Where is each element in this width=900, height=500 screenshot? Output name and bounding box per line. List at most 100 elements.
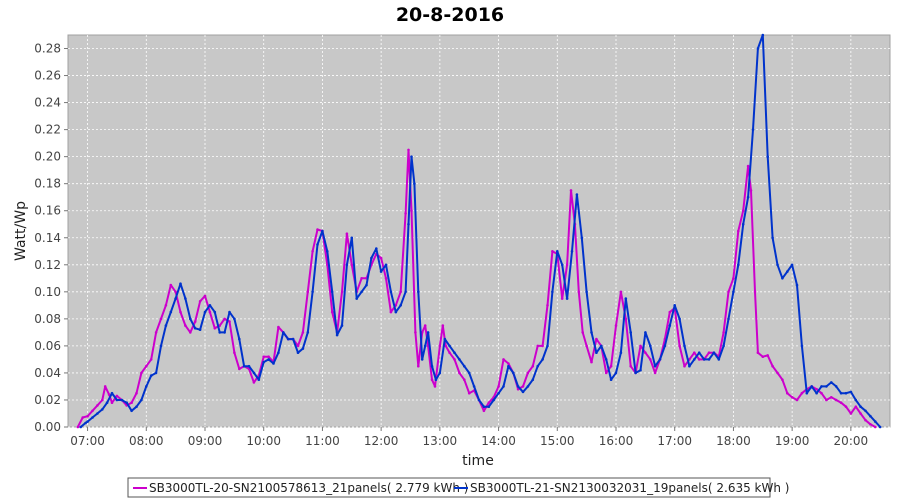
data-point-series-2 [252, 371, 256, 375]
data-point-series-2 [110, 391, 114, 395]
data-point-series-2 [732, 290, 735, 294]
data-point-series-1 [159, 317, 163, 321]
data-point-series-2 [140, 398, 143, 402]
x-tick-label: 09:00 [188, 434, 223, 448]
data-point-series-2 [413, 182, 416, 185]
data-point-series-2 [233, 317, 236, 321]
data-point-series-2 [521, 390, 525, 394]
data-point-series-2 [795, 283, 799, 287]
data-point-series-2 [291, 337, 295, 341]
data-point-series-2 [609, 378, 613, 382]
y-tick-label: 0.00 [34, 420, 61, 434]
x-tick-label: 15:00 [540, 434, 575, 448]
y-tick-label: 0.04 [34, 366, 61, 380]
data-point-series-2 [257, 378, 261, 382]
data-point-series-2 [208, 304, 212, 307]
data-point-series-1 [169, 283, 173, 287]
data-point-series-1 [444, 344, 448, 348]
y-tick-label: 0.12 [34, 258, 61, 272]
data-point-series-1 [497, 385, 500, 388]
data-point-series-2 [639, 368, 642, 372]
y-tick-label: 0.22 [34, 123, 61, 137]
y-tick-label: 0.28 [34, 42, 61, 56]
data-point-series-2 [536, 364, 539, 368]
data-point-series-1 [203, 294, 207, 298]
data-point-series-2 [379, 270, 383, 273]
x-tick-label: 20:00 [834, 434, 869, 448]
data-point-series-1 [267, 355, 270, 359]
x-tick-label: 18:00 [716, 434, 751, 448]
data-point-series-2 [668, 324, 672, 327]
data-point-series-2 [399, 304, 403, 307]
data-point-series-1 [96, 404, 99, 407]
data-point-series-1 [569, 189, 573, 192]
data-point-series-2 [101, 408, 104, 411]
data-point-series-2 [189, 317, 192, 321]
data-point-series-1 [414, 331, 417, 334]
data-point-series-2 [430, 364, 434, 368]
data-point-series-2 [375, 247, 378, 250]
data-point-series-1 [639, 344, 642, 348]
data-point-series-2 [849, 390, 853, 394]
data-point-series-2 [761, 33, 765, 37]
data-point-series-2 [786, 270, 789, 273]
x-tick-label: 17:00 [657, 434, 692, 448]
data-point-series-1 [678, 344, 681, 348]
data-point-series-2 [404, 290, 407, 294]
data-point-series-2 [306, 331, 310, 334]
data-point-series-2 [389, 290, 393, 294]
y-tick-label: 0.06 [34, 339, 61, 353]
data-point-series-1 [238, 367, 241, 371]
data-point-series-1 [130, 401, 133, 405]
data-point-series-1 [707, 351, 711, 355]
data-point-series-2 [482, 405, 486, 409]
legend-label-series-1: SB3000TL-20-SN2100578613_21panels( 2.779… [149, 481, 468, 495]
data-point-series-1 [581, 331, 584, 334]
data-point-series-2 [242, 364, 246, 368]
data-point-series-2 [458, 358, 461, 361]
data-point-series-1 [482, 409, 486, 413]
data-point-series-2 [737, 263, 740, 267]
data-point-series-2 [330, 290, 334, 294]
data-point-series-1 [693, 351, 696, 355]
data-point-series-1 [839, 401, 843, 405]
x-axis-label: time [462, 453, 494, 469]
data-point-series-1 [360, 277, 363, 280]
data-point-series-2 [472, 385, 476, 388]
data-point-series-2 [839, 391, 843, 395]
data-point-series-1 [624, 317, 628, 321]
data-point-series-2 [790, 263, 794, 267]
data-point-series-1 [423, 324, 427, 327]
data-point-series-2 [766, 155, 769, 158]
x-tick-label: 14:00 [481, 434, 516, 448]
data-point-series-2 [159, 344, 163, 348]
data-point-series-2 [516, 385, 520, 388]
data-point-series-2 [179, 282, 182, 286]
data-point-series-2 [531, 378, 535, 382]
data-point-series-1 [330, 310, 334, 314]
data-point-series-2 [145, 385, 148, 388]
series-group [76, 33, 882, 429]
data-point-series-2 [810, 385, 813, 388]
data-point-series-2 [502, 385, 505, 388]
data-point-series-1 [149, 358, 153, 361]
chart-title: 20-8-2016 [396, 4, 504, 26]
data-point-series-2 [556, 250, 559, 253]
data-point-series-1 [766, 354, 769, 357]
data-point-series-2 [658, 358, 662, 361]
data-point-series-2 [448, 344, 451, 348]
data-point-series-1 [614, 324, 618, 327]
data-point-series-2 [174, 297, 177, 300]
data-point-series-1 [228, 320, 231, 323]
data-point-series-1 [565, 263, 569, 267]
data-point-series-1 [350, 263, 354, 267]
data-point-series-2 [79, 425, 82, 429]
data-point-series-1 [577, 290, 581, 294]
data-point-series-2 [800, 344, 804, 348]
data-point-series-2 [267, 358, 270, 361]
data-point-series-1 [531, 364, 535, 368]
data-point-series-2 [238, 337, 241, 341]
data-point-series-2 [453, 351, 456, 355]
data-point-series-1 [407, 148, 410, 152]
data-point-series-2 [96, 412, 99, 415]
